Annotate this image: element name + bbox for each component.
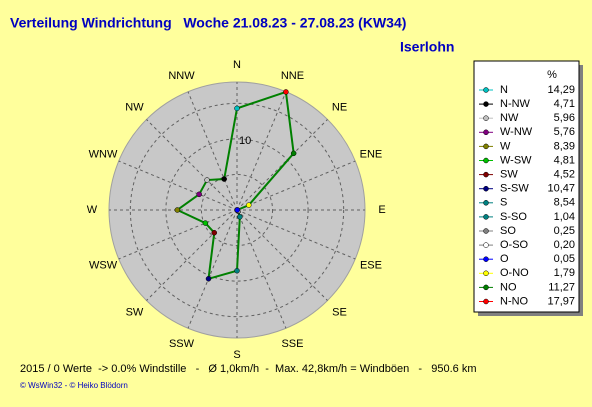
data-point [234,267,240,274]
direction-label: NW [125,101,144,113]
legend-label: O [500,253,509,265]
legend-label: S-SW [500,183,529,195]
legend-label: O-SO [500,239,529,251]
legend-value: 4,81 [554,154,575,166]
legend-label: NO [500,281,517,293]
data-point [221,176,227,182]
legend-value: 5,96 [554,112,575,124]
legend-value: 5,76 [554,126,575,138]
legend-label: W-NW [500,126,533,138]
legend-value: 8,39 [554,140,575,152]
legend-marker [483,228,489,234]
legend-marker [483,242,489,248]
direction-label: NNE [281,70,304,82]
legend-value: 0,05 [554,253,575,265]
legend-marker [483,171,489,178]
legend-marker [483,284,489,291]
legend-marker [483,87,489,93]
legend-value: 1,04 [554,211,575,223]
data-point [246,202,252,208]
legend-marker [483,214,489,220]
legend-marker [483,129,489,136]
legend-label: NW [500,112,519,124]
footer: 2015 / 0 Werte -> 0.0% Windstille - Ø 1,… [20,363,476,375]
direction-label: WSW [89,259,118,271]
data-point [202,220,209,226]
direction-label: NNW [168,70,195,82]
data-point [234,207,241,213]
legend-marker [483,101,489,107]
legend-label: W-SW [500,154,532,166]
direction-label: SSW [169,338,195,350]
chart-title: Verteilung Windrichtung Woche 21.08.23 -… [10,15,406,31]
legend-label: N [500,84,508,96]
legend-label: S-SO [500,211,527,223]
legend-value: 17,97 [547,295,575,307]
legend-value: 0,20 [554,239,575,251]
data-point [204,177,210,183]
legend-marker [483,298,489,305]
direction-label: SE [332,306,347,318]
legend [473,60,580,313]
direction-label: ENE [360,148,383,160]
grid-ring [129,102,345,318]
legend-label: SW [500,169,518,181]
data-point [237,214,243,220]
legend-header: % [547,69,557,81]
r-tick-label: 10 [239,135,251,147]
legend-marker [483,256,489,262]
direction-label: SSE [281,338,303,350]
location: Iserlohn [400,39,454,55]
legend-marker [483,115,489,121]
data-point [174,207,181,213]
data-point [283,89,289,95]
direction-label: W [87,204,98,216]
legend-value: 0,25 [554,225,575,237]
legend-value: 8,54 [554,197,575,209]
legend-marker [483,185,489,192]
credits: © WsWin32 - © Heiko Blödorn [20,381,128,390]
legend-value: 1,79 [554,267,575,279]
legend-label: S [500,197,507,209]
data-point [205,276,212,282]
legend-label: O-NO [500,267,529,279]
legend-label: W [500,140,511,152]
data-point [196,191,202,198]
legend-marker [483,200,489,206]
data-point [211,229,218,236]
legend-value: 14,29 [547,84,575,96]
grid-ring [165,138,309,282]
legend-value: 4,52 [554,169,575,181]
direction-label: N [233,59,241,71]
legend-value: 4,71 [554,98,575,110]
direction-label: E [378,204,385,216]
legend-value: 11,27 [548,281,575,293]
legend-value: 10,47 [547,183,575,195]
legend-marker [483,157,489,164]
data-point [290,150,297,157]
direction-label: S [233,349,240,361]
legend-label: N-NW [500,98,531,110]
direction-label: NE [332,101,347,113]
grid-ring [200,173,274,247]
direction-label: WNW [89,148,118,160]
legend-label: SO [500,225,516,237]
legend-label: N-NO [500,295,529,307]
data-point [234,105,240,112]
direction-label: SW [126,306,144,318]
legend-marker [483,270,489,277]
legend-marker [483,143,489,150]
direction-label: ESE [360,259,382,271]
